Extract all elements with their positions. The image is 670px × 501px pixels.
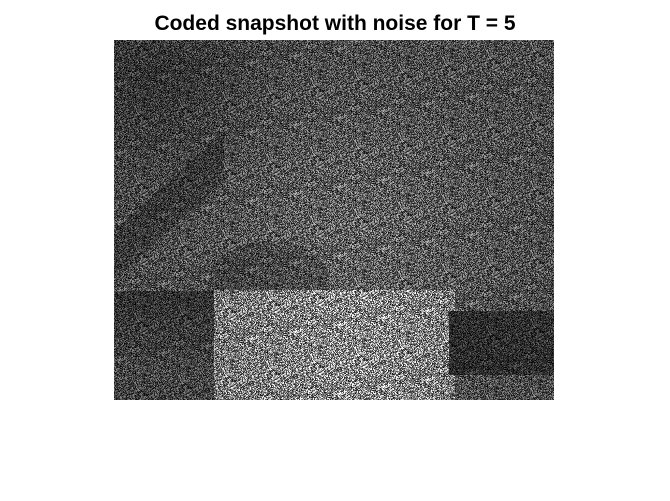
coded-snapshot-image xyxy=(114,40,554,400)
figure-title: Coded snapshot with noise for T = 5 xyxy=(154,12,516,35)
noise-image-canvas xyxy=(114,40,554,400)
